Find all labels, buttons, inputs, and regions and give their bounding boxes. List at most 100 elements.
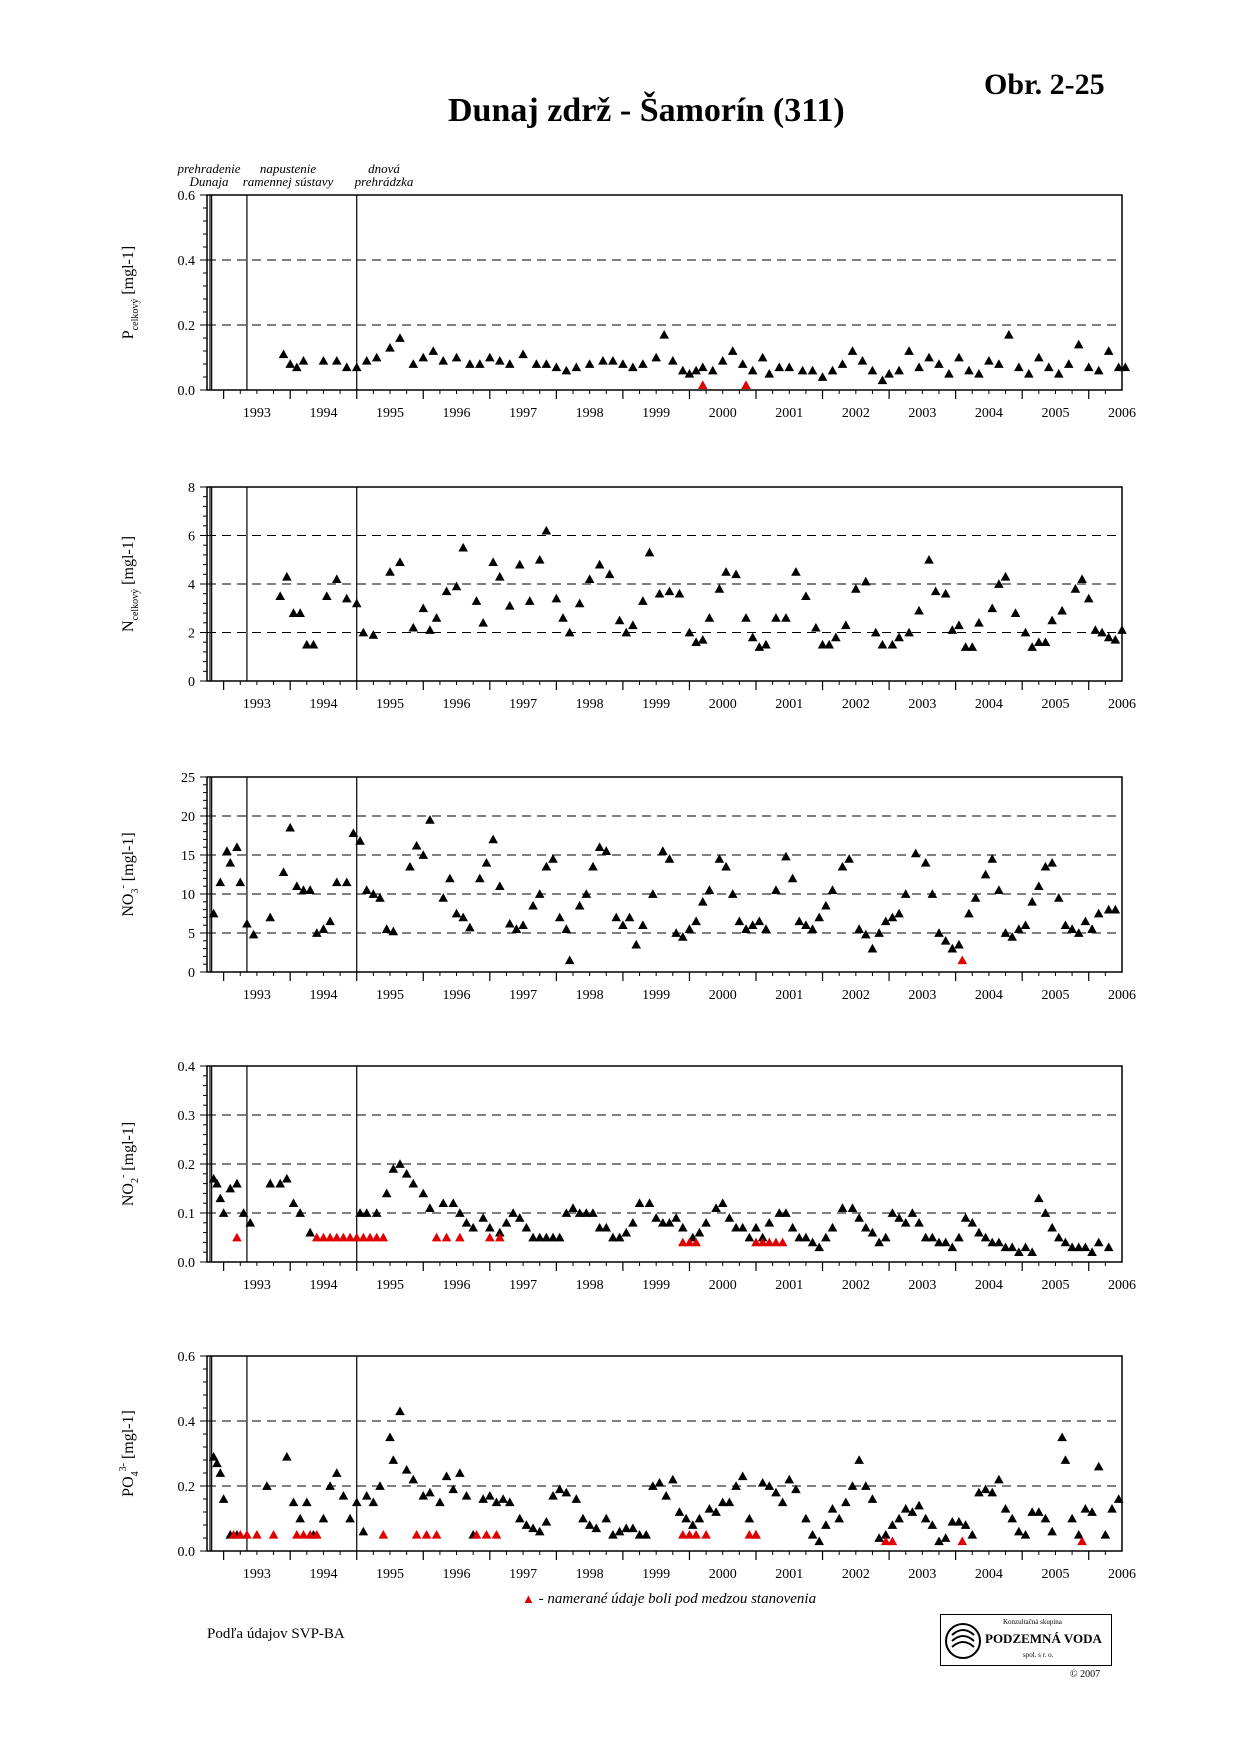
data-point [747,365,758,375]
x-tick-label: 2004 [975,1278,1003,1293]
data-point [488,834,498,844]
data-point [821,1520,831,1529]
data-point [664,1218,675,1227]
data-point-below-detection [242,1529,252,1539]
data-point [944,368,954,378]
data-point [1073,1242,1084,1252]
data-point [218,1208,229,1217]
data-point [554,1232,565,1242]
data-point [654,1477,665,1487]
data-point [395,333,405,342]
data-point [561,1487,572,1497]
logo-line1: Konzultačná skupina [1003,1618,1062,1626]
data-point [331,574,342,583]
data-point [721,861,731,871]
data-point [1103,1242,1114,1252]
data-point [405,861,415,871]
figure-number: Obr. 2-25 [984,68,1105,101]
data-point [1027,1247,1037,1257]
data-point [697,634,708,644]
data-point-below-detection [678,1237,688,1247]
data-point [658,1218,668,1227]
data-point [1090,625,1101,634]
legend: ▲ - namerané údaje boli pod medzou stano… [522,1591,816,1608]
x-tick-label: 1998 [576,697,604,712]
data-point [401,1464,412,1474]
data-point [794,916,805,926]
data-point [501,1218,512,1227]
data-point [395,557,405,567]
y-tick-label: 5 [188,927,195,942]
event-label: napustenie [260,161,317,176]
data-point [861,1481,871,1490]
data-point-below-detection [764,1237,775,1247]
x-tick-label: 1994 [309,1567,337,1582]
data-point-below-detection [312,1529,322,1539]
x-tick-label: 2000 [709,406,737,421]
y-label-sup: - [118,885,129,888]
data-point [668,355,678,365]
y-tick-label: 0 [188,966,195,981]
data-point [438,355,449,365]
data-point [741,613,751,622]
data-point [967,1529,978,1539]
data-point [1083,593,1094,603]
data-point [904,346,914,355]
data-point [534,1526,545,1536]
data-point [974,368,984,378]
data-point-below-detection [325,1232,335,1242]
data-point [920,858,931,867]
data-point [534,1232,545,1242]
x-tick-label: 1993 [243,988,271,1003]
x-tick-label: 1996 [443,697,471,712]
data-point [541,525,552,535]
data-point [318,924,329,933]
x-tick-label: 2000 [709,1278,737,1293]
data-point [358,627,369,637]
data-point [561,1208,572,1217]
x-tick-label: 1996 [443,1567,471,1582]
data-point [498,1494,508,1503]
data-point [371,1208,382,1217]
data-point [425,1203,435,1212]
data-point [678,932,688,941]
x-tick-label: 1996 [443,406,471,421]
data-point [837,861,848,871]
data-point [368,630,379,639]
data-point [451,581,462,591]
data-point [614,1232,625,1242]
data-point-below-detection [358,1232,369,1242]
data-point [861,576,871,586]
data-point [305,885,315,894]
data-point [834,1513,844,1523]
data-point [541,359,552,368]
data-point [561,365,572,375]
data-point [1020,920,1031,930]
data-point [1083,362,1094,372]
data-point [974,618,984,627]
data-point [807,924,818,933]
data-point [438,1198,449,1208]
x-tick-label: 1998 [576,1278,604,1293]
data-point [934,1536,944,1546]
data-point [684,924,695,933]
data-point [920,1232,931,1242]
data-point [857,355,868,365]
y-tick-label: 20 [181,810,195,825]
data-point [628,362,638,372]
data-point [1024,368,1034,378]
data-point-below-detection [338,1232,349,1242]
data-point [611,912,622,922]
data-point [511,924,522,933]
data-point [471,596,482,605]
data-point [980,1232,991,1242]
data-point [1080,1503,1091,1513]
data-point [1014,924,1024,933]
data-point [1027,642,1037,651]
y-label-unit: [mgl-1] [120,536,137,585]
data-point [385,1432,395,1442]
y-tick-label: 0.4 [178,1060,196,1075]
data-point [648,889,658,898]
y-axis-label: Pcelkový [mgl-1] [120,246,141,339]
data-point [341,877,352,887]
